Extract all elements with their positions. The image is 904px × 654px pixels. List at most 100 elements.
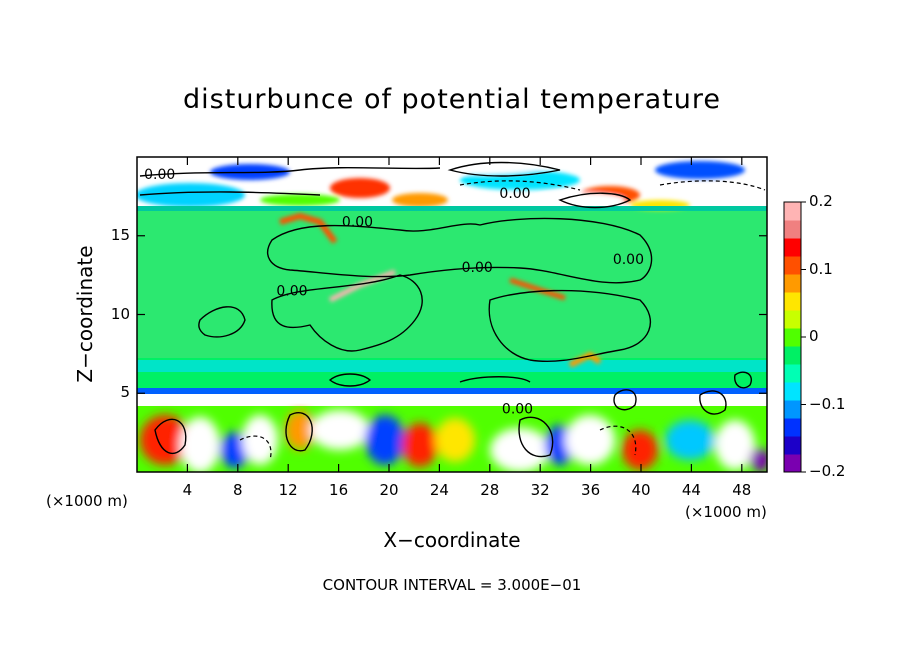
contour-3 [488,289,651,363]
colorbar-tick-label: 0 [809,327,819,345]
upper-orange-1 [392,193,448,207]
contours [139,161,752,458]
contour-5 [328,373,372,387]
contour-11 [154,418,187,455]
contour-10 [139,191,321,196]
contour-labels: 0.00 0.00 0.00 0.00 0.00 0.00 0.00 [144,167,644,418]
bl-red-3 [622,430,658,470]
colorbar-swatch [784,400,801,419]
contour-13 [518,416,554,458]
dashed-3 [239,435,272,461]
contour-label: 0.00 [144,167,175,183]
streak-4 [568,351,602,368]
color-field [137,157,767,472]
contour-15 [699,390,727,415]
streak-1 [279,212,338,244]
y-tick-label: 10 [110,304,130,323]
x-tick-label: 12 [278,481,298,499]
x-tick-label: 28 [480,481,500,499]
upper-cyan-1 [137,183,245,207]
bl-cyan-1 [665,420,715,460]
dashed-1 [459,180,581,191]
dashed-contours [239,180,766,461]
contour-label: 0.00 [499,186,530,202]
colorbar-swatch [784,346,801,365]
bl-purple-1 [750,448,767,472]
x-tick-label: 44 [681,481,701,499]
contour-label: 0.00 [502,402,533,418]
bl-yellow-1 [435,418,475,462]
colorbar-swatch [784,310,801,329]
contour-label: 0.00 [342,214,373,230]
y-ticks [137,235,767,394]
green-band-2 [137,372,767,388]
colorbar-swatch [784,436,801,455]
colorbar-swatch [784,418,801,437]
x-ticks [186,157,743,472]
x-axis-right-unit: (×1000 m) [685,503,767,521]
tropopause-band [137,206,767,211]
colorbar-swatch [784,274,801,293]
contour-9 [558,192,632,209]
upper-red-1 [330,178,390,198]
contour-14 [613,389,637,411]
contour-label: 0.00 [613,252,644,268]
bl-white-6 [715,420,755,470]
colorbar-swatch [784,364,801,383]
blue-band [137,388,767,394]
colorbar-swatch [784,202,801,221]
chart-title: disturbunce of potential temperature [183,84,721,115]
x-tick-label: 40 [631,481,651,499]
x-tick-label: 48 [732,481,752,499]
contour-4 [198,306,246,338]
colorbar-swatch [784,292,801,311]
plot-frame: 0.00 0.00 0.00 0.00 0.00 0.00 0.00 [136,156,768,473]
y-axis-title: Z−coordinate [73,245,97,383]
colorbar-swatch [784,238,801,257]
bl-white-1 [180,417,220,472]
bl-white-4 [490,428,550,472]
bl-red-2 [402,423,438,467]
colorbar-tick-label: −0.1 [809,394,846,413]
colorbar-tick-label: 0.2 [809,192,833,210]
colorbar-ticks [801,201,806,473]
upper-white-1 [410,157,550,174]
bl-white-5 [565,415,615,465]
upper-blue-2 [655,161,745,179]
x-axis-title: X−coordinate [383,528,521,552]
x-tick-label: 4 [182,481,193,499]
x-tick-label: 24 [429,481,449,499]
contour-label: 0.00 [462,260,493,276]
x-tick-label: 16 [329,481,349,499]
boundary-layer-blobs [140,410,767,472]
contour-8 [447,161,561,177]
white-band [137,394,767,406]
colorbar-swatch [784,220,801,239]
upper-white-2 [535,193,625,207]
contour-2 [271,274,423,352]
contour-6 [459,376,531,383]
contour-16 [734,371,752,389]
colorbar-swatch [784,454,801,473]
colorbar-swatch [784,256,801,275]
colorbar [783,201,806,473]
colorbar-swatches [784,202,801,473]
contour-12 [285,412,313,452]
x-tick-label: 36 [581,481,601,499]
colorbar-swatch [784,328,801,347]
upper-green-1 [260,194,340,206]
x-axis-left-unit: (×1000 m) [46,492,128,510]
y-tick-label: 15 [110,225,130,244]
colorbar-tick-label: −0.2 [809,462,846,480]
streak-3 [509,277,566,301]
dashed-2 [659,180,766,191]
bl-orange-1 [285,410,315,450]
bl-blue-2 [365,415,405,465]
contour-1 [267,217,653,284]
bl-white-2 [242,415,278,465]
upper-cyan-2 [460,170,580,190]
colorbar-swatch [784,382,801,401]
x-tick-label: 8 [233,481,243,499]
x-tick-label: 32 [530,481,550,499]
